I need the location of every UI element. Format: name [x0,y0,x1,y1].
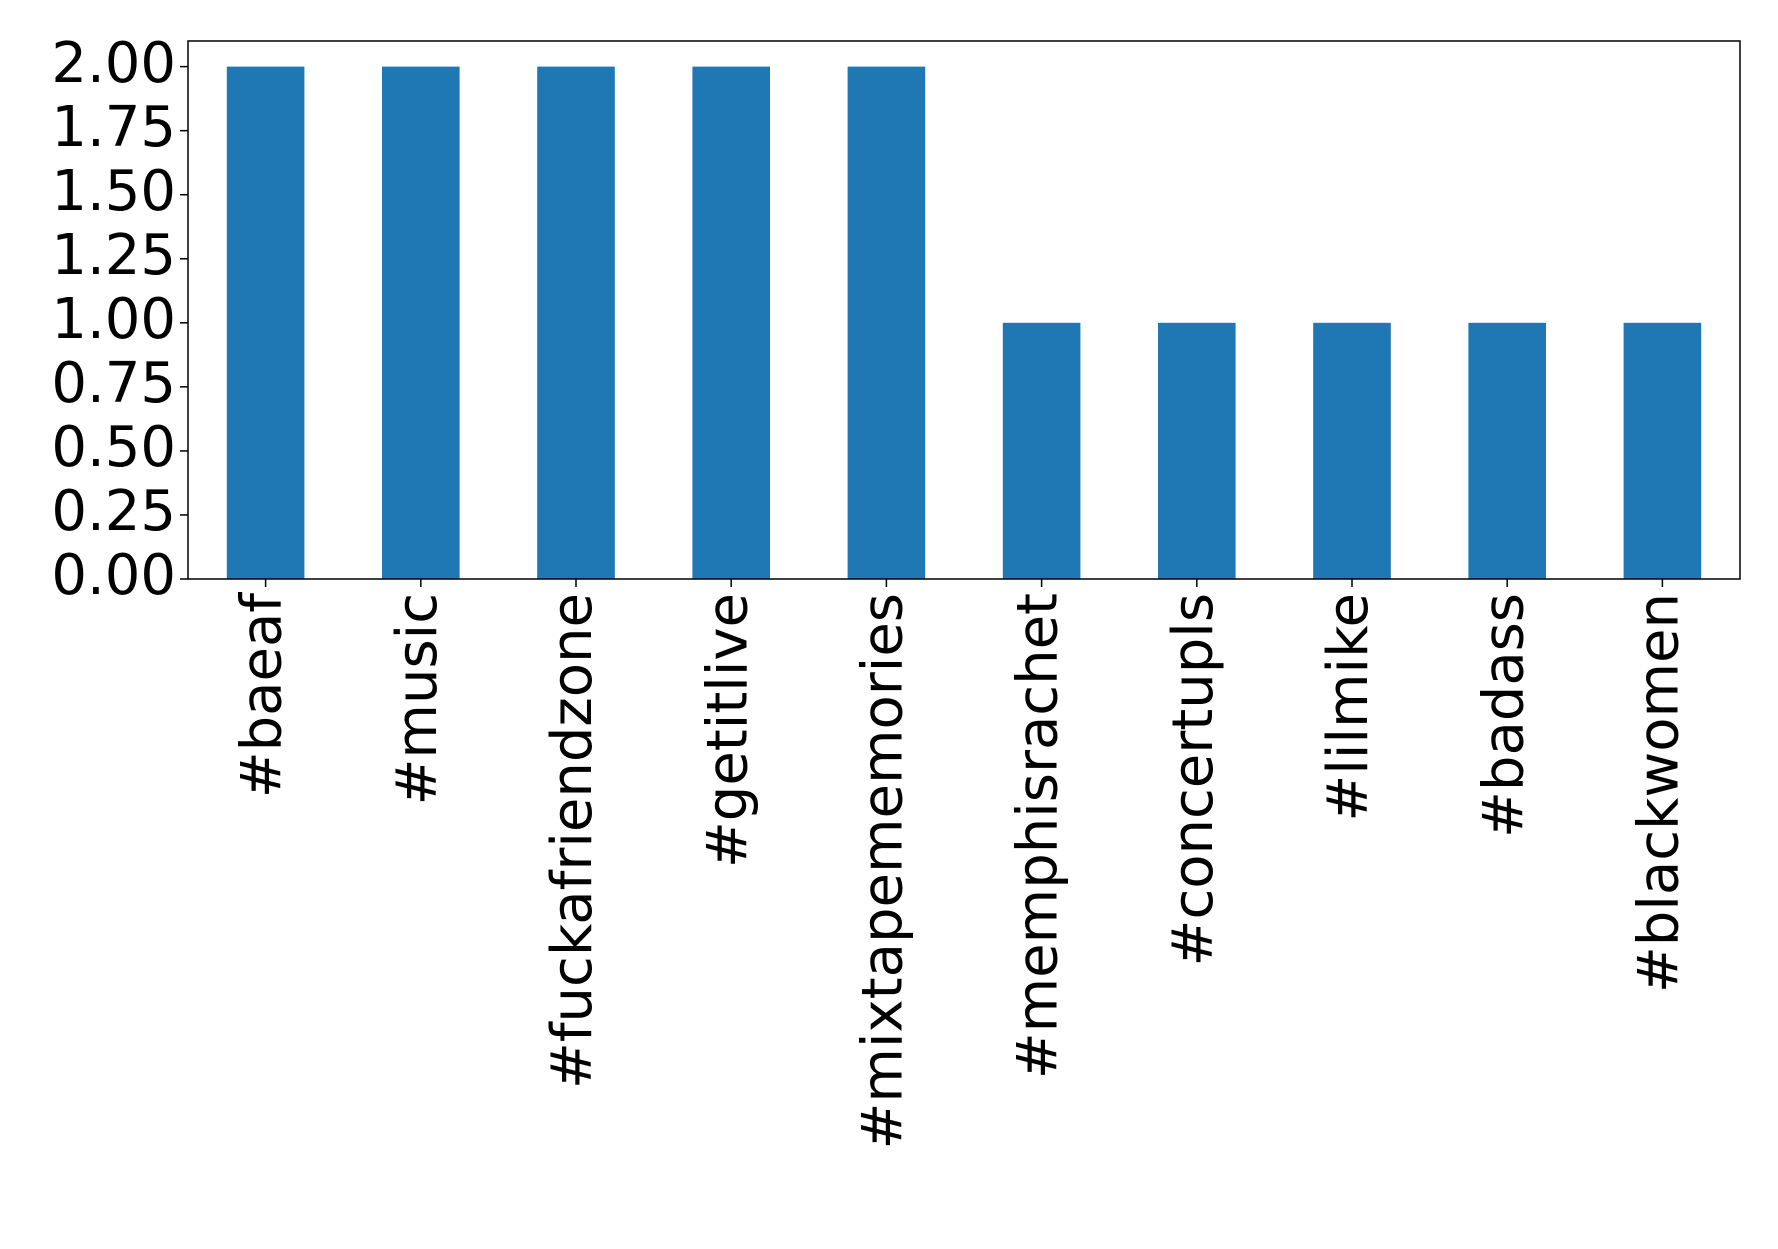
bar [847,66,926,580]
x-tick-label: #lilmike [1316,593,1381,822]
bar [537,66,615,580]
x-tick-label: #baeaf [230,592,295,799]
x-tick-label: #blackwomen [1627,593,1692,993]
bar [1313,322,1391,579]
plot-frame [187,40,1741,580]
y-tick-label: 1.00 [51,287,176,352]
y-tick-label: 0.50 [51,415,176,480]
y-tick-label: 1.50 [51,159,176,224]
y-tick-label: 2.00 [51,31,176,96]
bar [1468,322,1546,579]
y-tick-label: 0.25 [51,479,176,544]
bar [692,66,770,580]
x-tick-label: #music [385,593,450,806]
x-tick-label: #concertupls [1161,593,1226,966]
bar [226,66,305,580]
bar [1158,322,1236,579]
bar [1002,322,1081,579]
bar [1623,322,1702,579]
y-tick-label: 1.75 [51,95,176,160]
x-tick-label: #getitlive [695,593,760,868]
y-tick-label: 0.00 [51,543,176,608]
y-tick-label: 0.75 [51,351,176,416]
x-tick-label: #badass [1471,593,1536,838]
bar [382,66,460,580]
y-tick-label: 1.25 [51,223,176,288]
x-tick-label: #memphisrachet [1006,593,1071,1079]
x-tick-label: #mixtapememories [851,593,916,1149]
x-tick-label: #fuckafriendzone [540,593,605,1089]
